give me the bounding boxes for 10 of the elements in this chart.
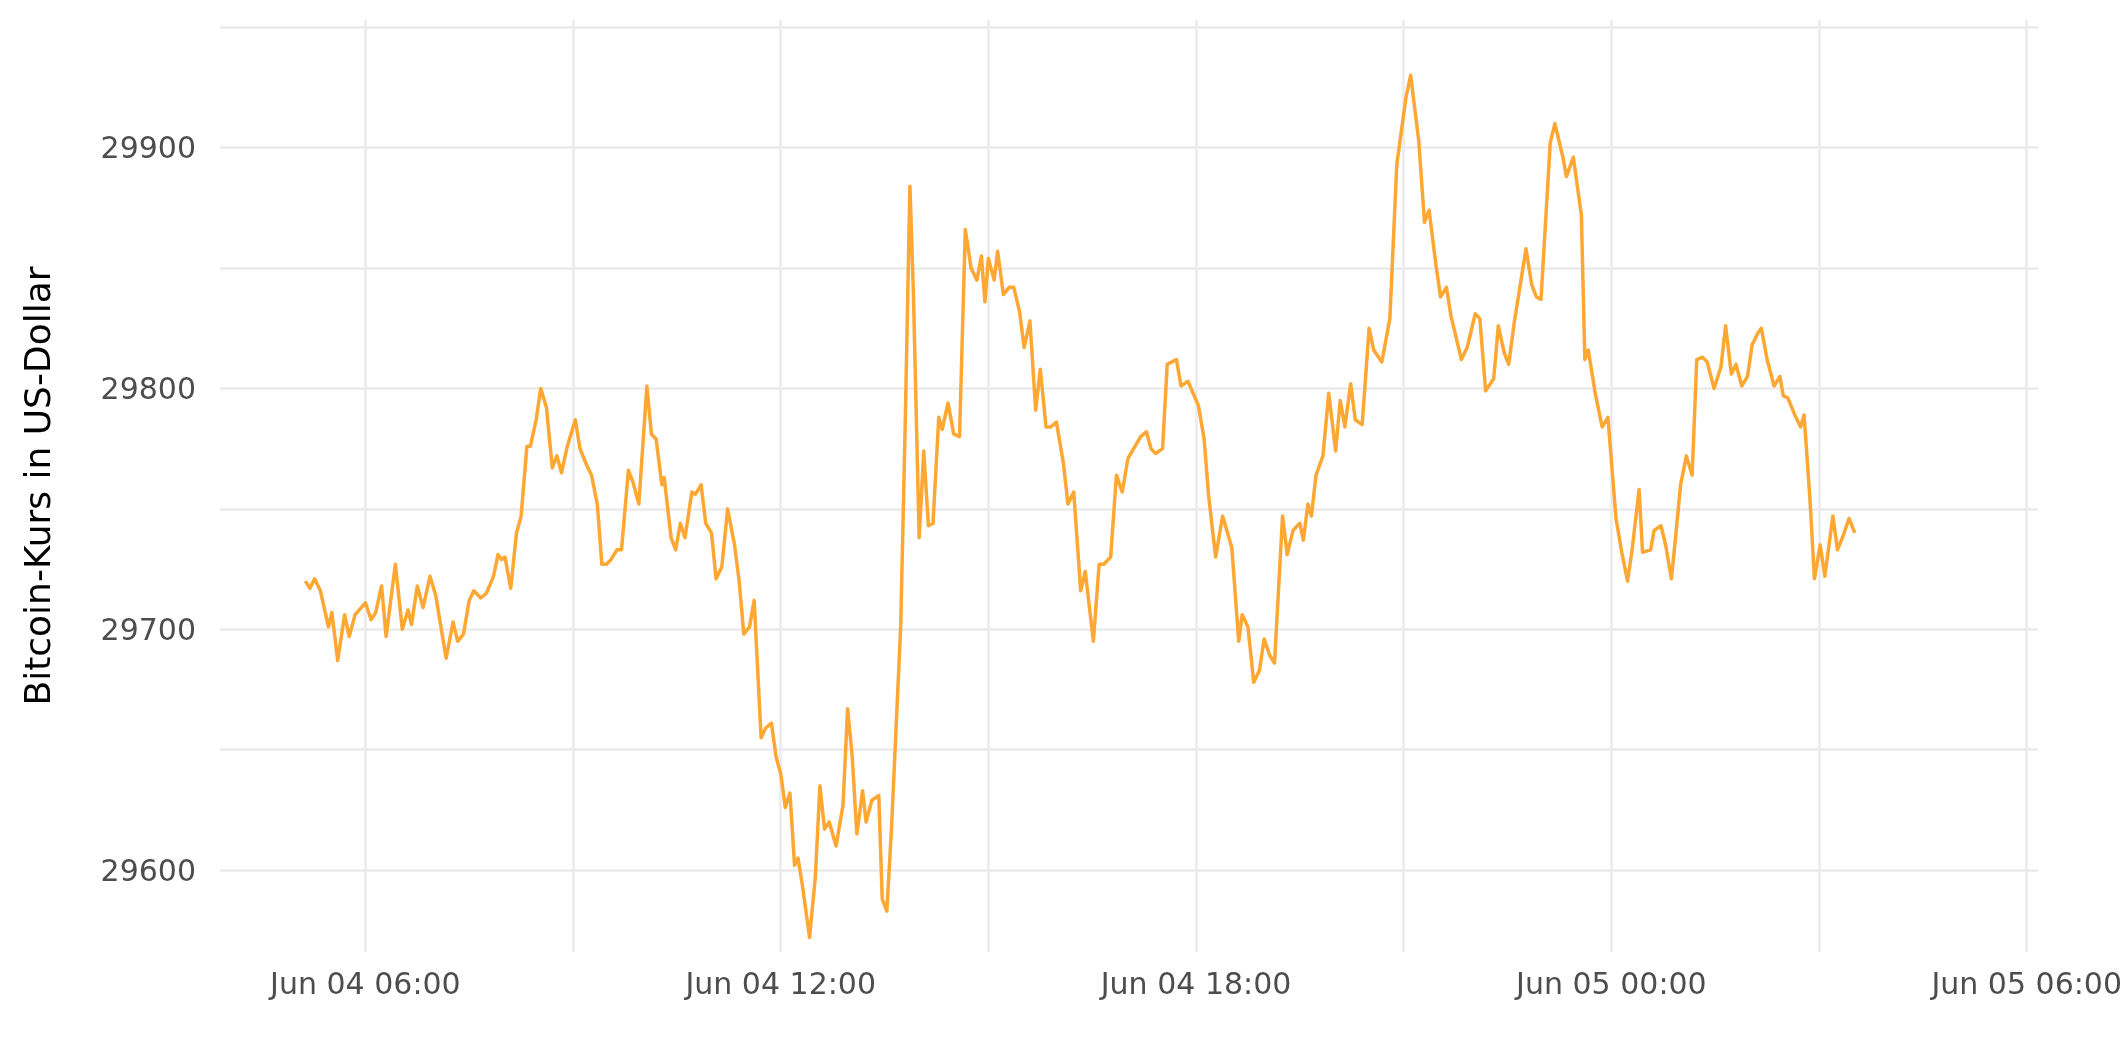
y-tick-label: 29600	[100, 852, 196, 888]
x-tick-label: Jun 05 06:00	[1929, 965, 2122, 1001]
y-tick-label: 29900	[100, 130, 196, 166]
y-tick-label: 29700	[100, 611, 196, 647]
x-tick-label: Jun 04 18:00	[1098, 965, 1292, 1001]
x-tick-label: Jun 05 00:00	[1514, 965, 1707, 1001]
y-tick-label: 29800	[100, 370, 196, 406]
x-tick-label: Jun 04 12:00	[683, 965, 876, 1001]
y-axis-title: Bitcoin-Kurs in US-Dollar	[16, 266, 58, 706]
x-tick-label: Jun 04 06:00	[268, 965, 461, 1001]
